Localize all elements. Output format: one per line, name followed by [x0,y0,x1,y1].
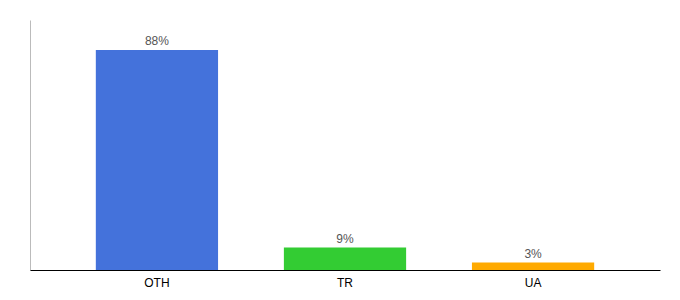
data-label: 88% [145,34,169,48]
x-tick-label: TR [337,276,353,290]
x-tick-label: UA [525,276,542,290]
bar [472,263,594,271]
chart-container: OTH TR UA 88% 9% 3% [0,0,680,300]
chart-svg: OTH TR UA 88% 9% 3% [0,0,680,300]
bar [96,50,218,270]
y-axis [30,21,31,271]
x-axis-line [31,270,661,271]
x-axis: OTH TR UA [31,270,661,290]
data-labels: 88% 9% 3% [145,34,542,261]
y-axis-line [30,21,31,271]
plot-area: OTH TR UA 88% 9% 3% [31,21,661,291]
x-tick: TR [337,270,353,290]
bars [96,50,594,270]
bar [284,248,406,271]
x-tick: UA [525,270,542,290]
data-label: 9% [336,232,354,246]
data-label: 3% [524,247,542,261]
x-tick: OTH [144,270,169,290]
x-tick-label: OTH [144,276,169,290]
